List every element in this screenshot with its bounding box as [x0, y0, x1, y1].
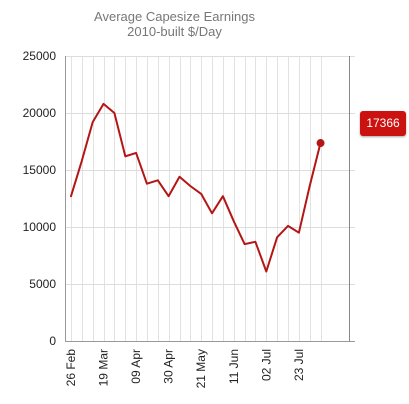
vertical-gridlines — [71, 56, 322, 341]
y-tick-label: 25000 — [23, 49, 57, 63]
x-tick-label: 19 Mar — [97, 349, 111, 386]
x-tick-label: 11 Jun — [227, 349, 241, 384]
x-tick-label: 21 May — [194, 349, 208, 388]
chart-title: Average Capesize Earnings — [94, 9, 255, 24]
chart-subtitle: 2010-built $/Day — [127, 24, 222, 39]
y-tick-label: 15000 — [23, 163, 57, 177]
y-tick-label: 20000 — [23, 106, 57, 120]
axes — [65, 56, 355, 342]
x-axis-ticks: 26 Feb 19 Mar 09 Apr 30 Apr 21 May 11 Jun 02 J… — [64, 349, 306, 389]
last-value-label: 17366 — [360, 111, 406, 136]
x-tick-label: 23 Jul — [292, 349, 306, 381]
x-tick-label: 30 Apr — [162, 349, 176, 384]
y-tick-label: 10000 — [23, 220, 57, 234]
y-tick-label: 5000 — [29, 277, 56, 291]
horizontal-gridlines — [65, 56, 355, 342]
series-group — [70, 102, 325, 273]
x-tick-label: 09 Apr — [129, 349, 143, 384]
y-axis-ticks: 0 5000 10000 15000 20000 25000 — [23, 49, 57, 348]
series-line — [70, 102, 322, 273]
x-tick-label: 26 Feb — [64, 349, 78, 387]
last-data-point — [316, 139, 325, 148]
x-tick-label: 02 Jul — [259, 349, 273, 381]
y-tick-label: 0 — [49, 334, 56, 348]
